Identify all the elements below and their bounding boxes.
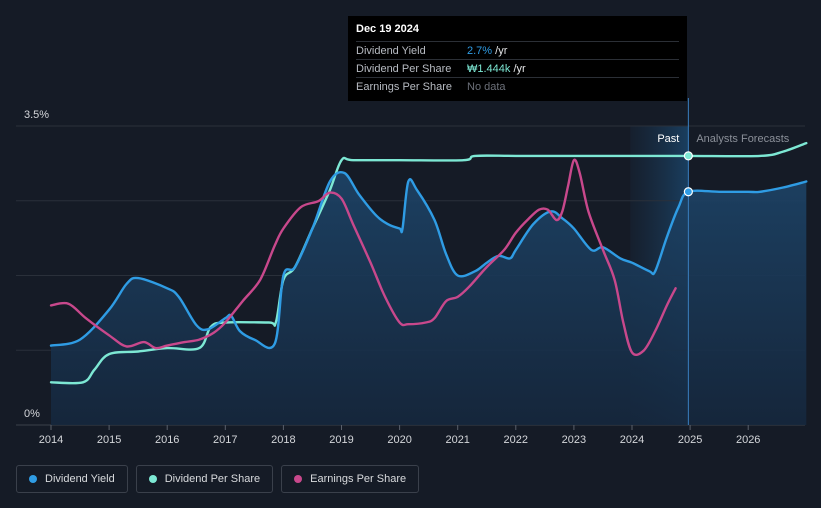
dividend-yield-dot-icon	[29, 475, 37, 483]
x-axis: 2014 2015 2016 2017 2018 2019 2020 2021 2022 2023…	[39, 425, 760, 446]
legend-label: Dividend Per Share	[164, 473, 261, 485]
dividend-yield-area	[51, 172, 807, 425]
tooltip-value: ₩1.444k /yr	[467, 63, 526, 75]
earnings-per-share-line	[49, 158, 677, 357]
tooltip-row-dividend-per-share: Dividend Per Share ₩1.444k /yr	[356, 59, 679, 77]
tooltip-value: 2.7% /yr	[467, 45, 507, 57]
dividend-yield-line	[49, 170, 808, 350]
x-tick-label: 2015	[97, 434, 121, 446]
dividend-per-share-marker	[683, 151, 693, 161]
tooltip-key: Earnings Per Share	[356, 80, 452, 93]
dividend-yield-marker	[683, 187, 693, 197]
past-label: Past	[657, 133, 679, 145]
legend-label: Earnings Per Share	[310, 473, 407, 485]
x-tick-label: 2014	[39, 434, 63, 446]
x-tick-label: 2017	[213, 434, 237, 446]
legend-earnings-per-share[interactable]: Earnings Per Share	[281, 465, 420, 493]
tooltip: Dec 19 2024 Dividend Yield 2.7% /yr Divi…	[348, 16, 687, 101]
legend-dividend-yield[interactable]: Dividend Yield	[16, 465, 128, 493]
dividend-per-share-value: ₩1.444k	[467, 62, 511, 75]
tooltip-key: Dividend Yield	[356, 44, 426, 57]
tooltip-row-earnings-per-share: Earnings Per Share No data	[356, 77, 679, 95]
x-tick-label: 2016	[155, 434, 179, 446]
unit: /yr	[492, 44, 508, 57]
x-tick-label: 2020	[387, 434, 411, 446]
x-tick-label: 2019	[329, 434, 353, 446]
x-tick-label: 2021	[445, 434, 469, 446]
tooltip-date: Dec 19 2024	[356, 23, 419, 35]
legend-dividend-per-share[interactable]: Dividend Per Share	[135, 465, 274, 493]
tooltip-key: Dividend Per Share	[356, 62, 452, 75]
x-tick-label: 2024	[620, 434, 644, 446]
analysts-forecasts-label: Analysts Forecasts	[696, 133, 789, 145]
dividend-yield-value: 2.7%	[467, 44, 493, 57]
legend: Dividend Yield Dividend Per Share Earnin…	[16, 465, 420, 493]
legend-label: Dividend Yield	[45, 473, 115, 485]
dividend-per-share-dot-icon	[148, 475, 157, 483]
y-axis-bottom-label: 0%	[24, 408, 40, 420]
tooltip-row-dividend-yield: Dividend Yield 2.7% /yr	[356, 41, 679, 59]
x-tick-label: 2026	[736, 434, 760, 446]
y-axis-top-label: 3.5%	[24, 109, 49, 121]
x-tick-label: 2018	[271, 434, 295, 446]
unit: /yr	[510, 62, 526, 75]
x-tick-label: 2022	[504, 434, 528, 446]
x-tick-label: 2023	[562, 434, 586, 446]
x-tick-label: 2025	[678, 434, 702, 446]
earnings-per-share-value: No data	[467, 80, 506, 93]
earnings-per-share-dot-icon	[294, 475, 303, 483]
